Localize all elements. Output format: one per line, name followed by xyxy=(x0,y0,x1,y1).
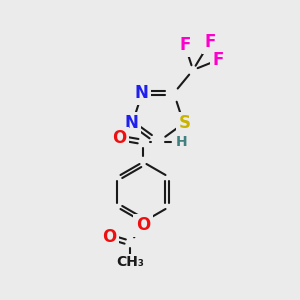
Text: H: H xyxy=(176,135,188,149)
Text: O: O xyxy=(112,129,126,147)
Text: O: O xyxy=(102,228,116,246)
Text: F: F xyxy=(204,33,216,51)
Text: CH₃: CH₃ xyxy=(116,255,144,269)
Text: F: F xyxy=(212,51,224,69)
Text: O: O xyxy=(136,216,150,234)
Text: S: S xyxy=(179,114,191,132)
Text: N: N xyxy=(134,84,148,102)
Text: F: F xyxy=(179,36,191,54)
Text: N: N xyxy=(124,114,138,132)
